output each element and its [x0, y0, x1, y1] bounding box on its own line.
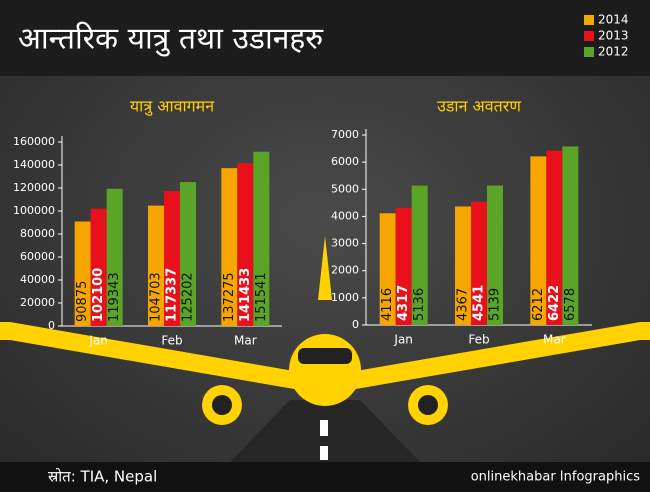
header-band	[0, 0, 650, 76]
left-wing	[0, 322, 300, 390]
value-label: 5136	[412, 288, 427, 321]
bar	[455, 206, 471, 325]
value-label: 90875	[75, 281, 90, 322]
value-label: 6422	[547, 285, 562, 321]
bar	[237, 163, 254, 326]
bar	[562, 146, 579, 325]
credit: onlinekhabar Infographics	[471, 470, 641, 485]
value-label: 4116	[380, 288, 395, 321]
legend-swatch	[584, 47, 594, 57]
tail	[318, 236, 332, 300]
airplane	[0, 236, 650, 425]
y-tick-label: 3000	[331, 237, 359, 250]
value-label: 6212	[531, 288, 546, 321]
bar	[74, 221, 91, 326]
right-wing	[350, 322, 650, 390]
bar	[546, 150, 563, 325]
value-label: 117337	[165, 268, 180, 322]
legend-swatch	[584, 31, 594, 41]
y-tick-label: 120000	[13, 181, 55, 194]
y-tick-label: 40000	[20, 273, 55, 286]
y-tick-label: 5000	[331, 182, 359, 195]
x-tick-label: Mar	[234, 334, 257, 348]
value-label: 119343	[107, 272, 122, 322]
legend-swatch	[584, 15, 594, 25]
y-tick-label: 0	[352, 318, 359, 331]
bar	[487, 185, 503, 325]
y-tick-label: 2000	[331, 264, 359, 277]
footer-band	[0, 462, 650, 492]
legend-label: 2013	[598, 29, 629, 43]
y-tick-label: 60000	[20, 250, 55, 263]
value-label: 5139	[488, 288, 503, 321]
value-label: 6578	[563, 288, 578, 321]
x-tick-label: Feb	[468, 333, 489, 347]
y-tick-label: 160000	[13, 135, 55, 148]
y-tick-label: 6000	[331, 155, 359, 168]
value-label: 4367	[456, 288, 471, 321]
runway-dash	[320, 420, 328, 436]
page-title: आन्तरिक यात्रु तथा उडानहरु	[18, 22, 324, 58]
bar	[106, 188, 123, 326]
bar	[530, 156, 547, 325]
bar	[164, 191, 180, 326]
runway-dash	[320, 446, 328, 460]
x-tick-label: Jan	[88, 334, 108, 348]
y-tick-label: 0	[48, 319, 55, 332]
cockpit	[298, 348, 352, 364]
chart-title: उडान अवतरण	[437, 97, 521, 116]
value-label: 4541	[472, 285, 487, 321]
x-tick-label: Mar	[543, 333, 566, 347]
value-label: 102100	[91, 268, 106, 322]
y-tick-label: 7000	[331, 128, 359, 141]
source: स्रोत: TIA, Nepal	[48, 468, 157, 486]
engine-core	[212, 395, 232, 415]
x-tick-label: Jan	[393, 333, 413, 347]
y-tick-label: 20000	[20, 296, 55, 309]
value-label: 4317	[396, 285, 411, 321]
bar	[221, 168, 238, 326]
engine-core	[418, 395, 438, 415]
value-label: 125202	[181, 272, 196, 322]
bar	[379, 213, 396, 325]
value-label: 151541	[254, 272, 269, 322]
fuselage	[289, 334, 361, 406]
value-label: 141433	[238, 268, 253, 322]
legend-label: 2012	[598, 45, 629, 59]
legend-label: 2014	[598, 13, 629, 27]
y-tick-label: 80000	[20, 227, 55, 240]
y-tick-label: 4000	[331, 209, 359, 222]
bar	[253, 151, 270, 326]
value-label: 104703	[149, 272, 164, 322]
bar	[395, 207, 412, 325]
y-tick-label: 1000	[331, 291, 359, 304]
y-tick-label: 140000	[13, 158, 55, 171]
y-tick-label: 100000	[13, 204, 55, 217]
bar	[471, 201, 487, 325]
bar	[180, 182, 196, 326]
chart-title: यात्रु आवागमन	[130, 97, 215, 117]
bar	[148, 205, 164, 326]
bar	[90, 208, 107, 326]
value-label: 137275	[222, 272, 237, 322]
bar	[411, 185, 428, 325]
x-tick-label: Feb	[161, 334, 182, 348]
